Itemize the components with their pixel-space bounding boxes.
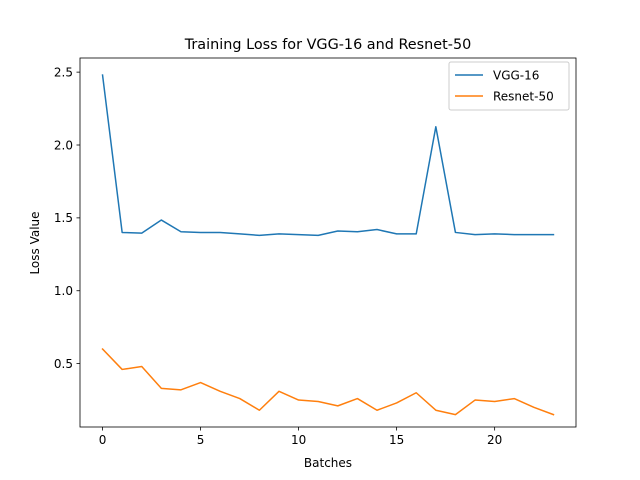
- x-tick-label: 15: [389, 433, 404, 447]
- plot-frame: [79, 57, 577, 428]
- y-tick-label: 1.5: [54, 211, 73, 225]
- x-tick-label: 0: [99, 433, 107, 447]
- x-tick-label: 5: [197, 433, 205, 447]
- y-axis-label: Loss Value: [28, 211, 42, 274]
- legend-label: VGG-16: [493, 68, 539, 82]
- y-tick-label: 1.0: [54, 284, 73, 298]
- chart-title: Training Loss for VGG-16 and Resnet-50: [184, 37, 472, 53]
- y-tick-label: 0.5: [54, 357, 73, 371]
- y-tick-label: 2.0: [54, 138, 73, 152]
- x-tick-label: 20: [487, 433, 502, 447]
- y-tick-label: 2.5: [54, 65, 73, 79]
- x-axis-label: Batches: [304, 456, 352, 470]
- legend-box: [448, 61, 570, 111]
- plot-area: 0 5 10 15 20 0.5 1.0 1.5 2.0 2.5 VGG-16 Resnet-50: [54, 57, 577, 447]
- x-tick-label: 10: [291, 433, 306, 447]
- series-line-resnet-50: [101, 347, 555, 416]
- series-line-vgg-16: [101, 74, 555, 237]
- legend-label: Resnet-50: [493, 89, 554, 103]
